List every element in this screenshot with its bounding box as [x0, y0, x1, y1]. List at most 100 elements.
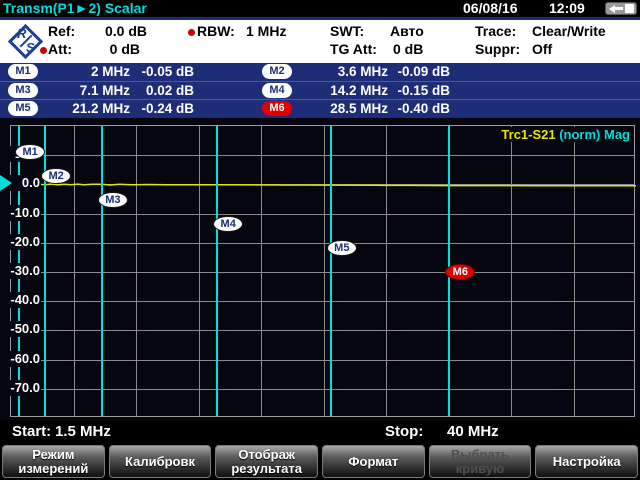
softkey-bar: Режим измерений Калибровк Отображ резуль… [0, 444, 640, 480]
marker-bubble-m1: M1 [15, 144, 46, 160]
gridline-horizontal [11, 213, 634, 215]
marker-freq-m4: 14.2 MHz [330, 82, 388, 98]
y-tick-label: -50.0 [0, 321, 41, 338]
reference-level-arrow-icon [0, 175, 12, 191]
gridline-vertical [136, 126, 137, 416]
softkey-select-trace[interactable]: Выбрать кривую [428, 445, 532, 478]
marker-table-row: M3 7.1 MHz 0.02 dB M4 14.2 MHz -0.15 dB [0, 80, 640, 100]
tg-att-value: 0 dB [393, 41, 424, 57]
rbw-coupled-dot-icon [188, 29, 195, 36]
rohde-schwarz-logo: R S [6, 22, 46, 62]
gridline-horizontal [11, 242, 634, 244]
gridline-vertical [386, 126, 387, 416]
swt-value: Авто [390, 23, 424, 39]
marker-bubble-m4: M4 [213, 216, 244, 232]
trace-line [11, 183, 636, 187]
marker-bubble-m2: M2 [41, 168, 72, 184]
y-tick-label: -30.0 [0, 263, 41, 279]
marker-bubble-m3: M3 [97, 192, 128, 208]
suppr-value: Off [532, 41, 553, 57]
marker-level-m3: 0.02 dB [145, 82, 194, 98]
span-footer: Start: 1.5 MHz Stop: 40 MHz [0, 420, 640, 444]
marker-freq-m1: 2 MHz [90, 64, 130, 79]
date-display: 06/08/16 [463, 0, 518, 16]
softkey-measurement-mode[interactable]: Режим измерений [2, 445, 105, 478]
start-value: 1.5 MHz [55, 423, 111, 440]
softkey-calibration[interactable]: Калибровк [108, 445, 212, 478]
marker-badge-m6: M6 [262, 101, 292, 117]
marker-table: M1 2 MHz -0.05 dB M2 3.6 MHz -0.09 dB M3… [0, 63, 640, 118]
marker-freq-m6: 28.5 MHz [330, 101, 388, 117]
marker-badge-m3: M3 [8, 82, 38, 98]
gridline-vertical [261, 126, 262, 416]
y-tick-label: -40.0 [0, 292, 41, 309]
marker-badge-m4: M4 [262, 82, 292, 98]
gridline-vertical [511, 126, 512, 416]
charge-arrow-icon [609, 5, 615, 13]
swt-label: SWT: [330, 23, 365, 39]
y-tick-label: -20.0 [0, 233, 41, 250]
marker-table-row: M5 21.2 MHz -0.24 dB M6 28.5 MHz -0.40 d… [0, 99, 640, 118]
ref-label: Ref: [48, 23, 76, 39]
y-tick-label: -60.0 [0, 350, 41, 367]
gridline-horizontal [11, 359, 634, 361]
measurement-title: Transm(P1►2) Scalar [3, 0, 147, 16]
marker-bubble-m6: M6 [445, 264, 476, 280]
marker-badge-m2: M2 [262, 64, 292, 79]
gridline-horizontal [11, 272, 634, 273]
trace-name: Trc1-S21 [501, 127, 556, 142]
gridline-vertical [573, 126, 575, 416]
att-coupled-dot-icon [40, 47, 47, 54]
gridline-horizontal [11, 301, 634, 303]
stop-value: 40 MHz [447, 423, 499, 440]
softkey-setup[interactable]: Настройка [535, 445, 639, 478]
gridline-horizontal [11, 388, 634, 390]
settings-header: R S Ref: 0.0 dB RBW: 1 MHz SWT: Авто Tra… [0, 20, 640, 63]
marker-level-m6: -0.40 dB [397, 101, 450, 117]
trace-chart: Trc1-S21 (norm) Mag 10.00.0-10.0-20.0-30… [0, 118, 640, 420]
marker-table-row: M1 2 MHz -0.05 dB M2 3.6 MHz -0.09 dB [0, 63, 640, 81]
marker-line-m5 [329, 126, 332, 416]
marker-freq-m2: 3.6 MHz [337, 64, 388, 79]
gridline-horizontal [11, 330, 634, 332]
suppr-label: Suppr: [475, 41, 521, 57]
marker-level-m4: -0.15 dB [397, 82, 450, 98]
stop-label: Stop: [385, 423, 424, 440]
tg-att-label: TG Att: [330, 41, 377, 57]
att-label: Att: [48, 41, 73, 57]
trace-legend: Trc1-S21 (norm) Mag [499, 127, 632, 142]
battery-charging-icon [605, 2, 637, 15]
plot-grid [10, 125, 636, 417]
att-value: 0 dB [109, 41, 140, 57]
titlebar-separator [0, 17, 640, 20]
trace-value: Clear/Write [532, 23, 606, 39]
y-tick-label: -70.0 [0, 379, 41, 396]
trace-format: (norm) Mag [555, 127, 630, 142]
marker-level-m2: -0.09 dB [397, 64, 450, 79]
gridline-vertical [323, 126, 325, 416]
time-display: 12:09 [549, 0, 585, 16]
marker-level-m5: -0.24 dB [141, 101, 194, 117]
marker-badge-m1: M1 [8, 64, 38, 79]
rbw-label: RBW: [197, 23, 235, 39]
y-tick-label: -10.0 [0, 204, 41, 221]
gridline-vertical [73, 126, 75, 416]
title-bar: Transm(P1►2) Scalar 06/08/16 12:09 [0, 0, 640, 17]
softkey-result-display[interactable]: Отображ результата [215, 445, 319, 478]
marker-line-m4 [216, 126, 219, 416]
rbw-value: 1 MHz [246, 23, 287, 39]
gridline-vertical [198, 126, 200, 416]
marker-badge-m5: M5 [8, 101, 38, 117]
marker-freq-m3: 7.1 MHz [79, 82, 130, 98]
marker-line-m2 [44, 126, 47, 416]
trace-label: Trace: [475, 23, 517, 39]
marker-freq-m5: 21.2 MHz [72, 101, 130, 117]
softkey-format[interactable]: Формат [322, 445, 425, 478]
ref-value: 0.0 dB [104, 23, 147, 39]
marker-level-m1: -0.05 dB [141, 64, 194, 79]
marker-bubble-m5: M5 [326, 240, 357, 256]
start-label: Start: [12, 423, 52, 440]
marker-line-m3 [100, 126, 103, 416]
gridline-horizontal [11, 155, 634, 157]
